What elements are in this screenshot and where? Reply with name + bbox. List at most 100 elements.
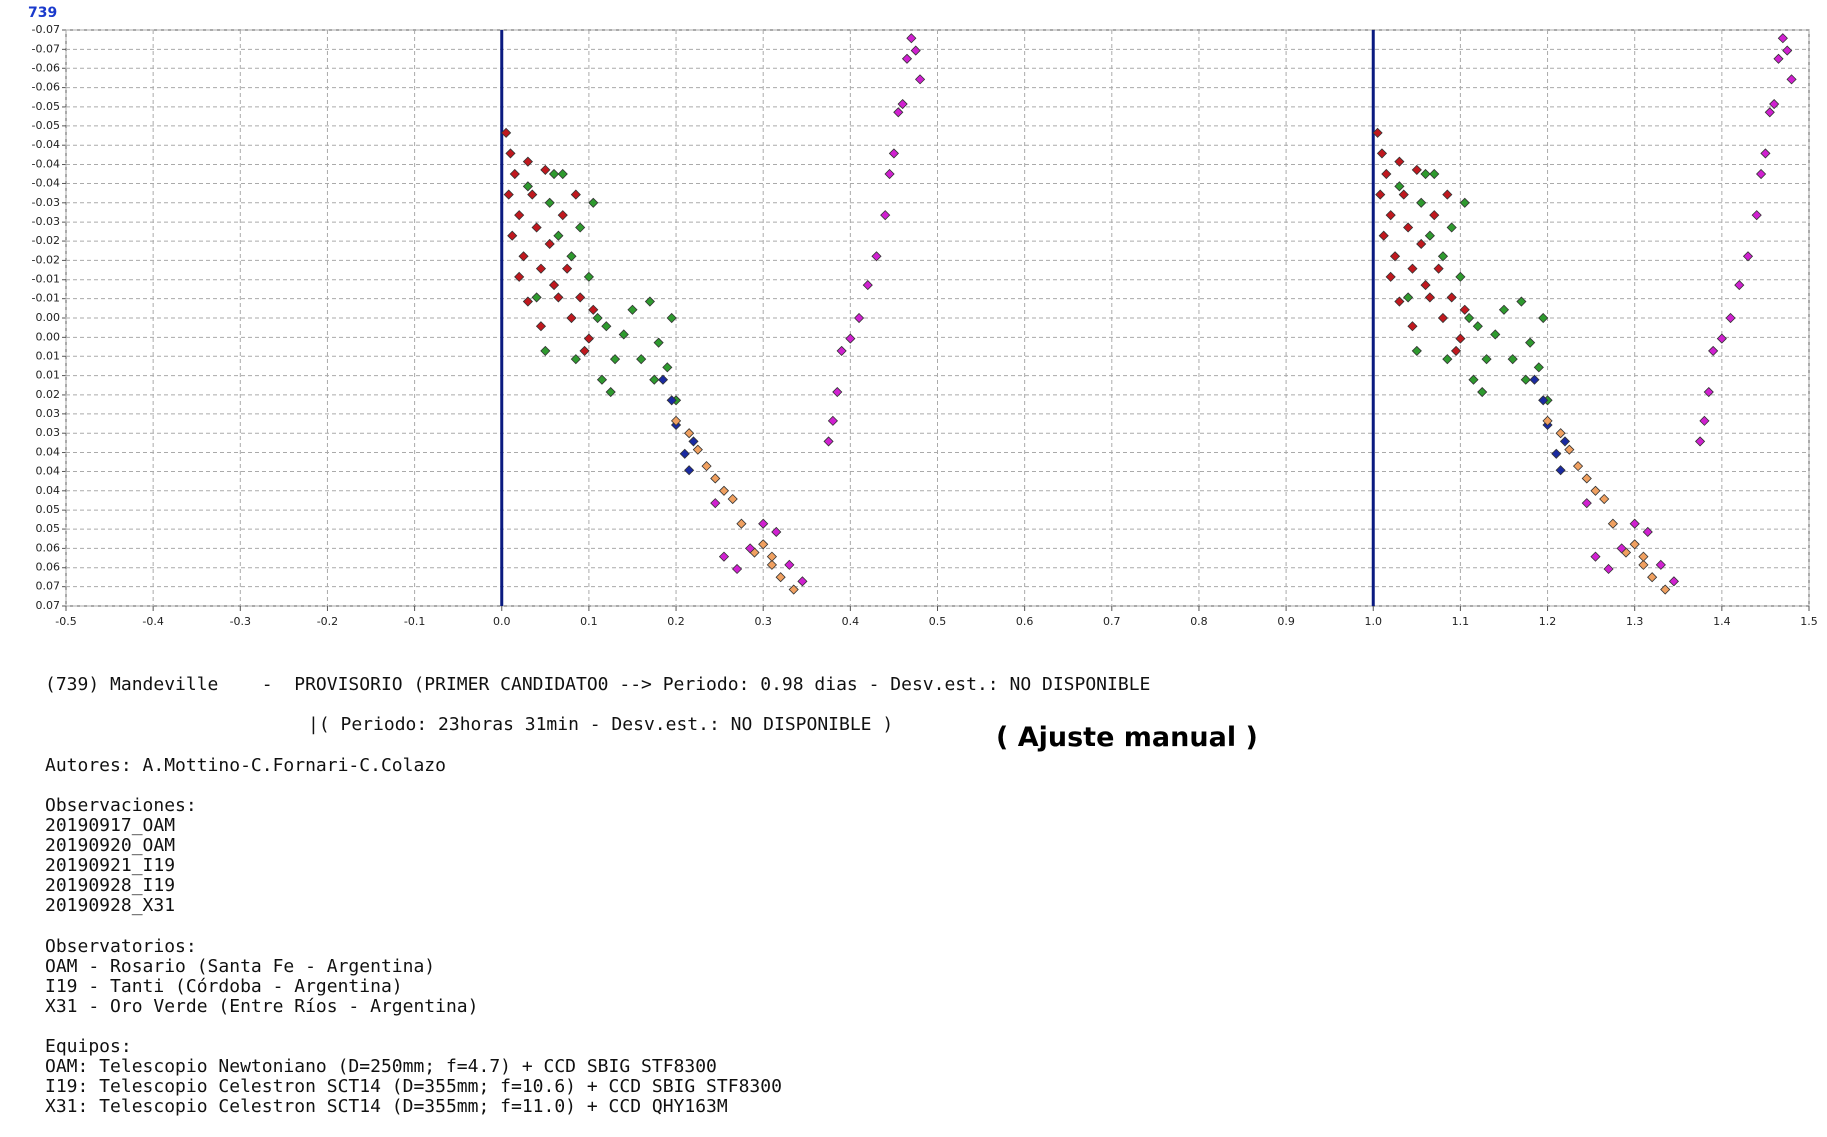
point [627, 304, 638, 315]
point [1429, 210, 1440, 221]
point [823, 436, 834, 447]
point [662, 362, 673, 373]
point [1529, 374, 1540, 385]
y-tick-label: 0.03 [36, 407, 61, 420]
point [1376, 148, 1388, 159]
point [1403, 292, 1414, 303]
point [1407, 321, 1418, 332]
point [1411, 345, 1422, 356]
point [1424, 292, 1435, 303]
y-tick-label: 0.07 [36, 580, 61, 593]
point [1777, 33, 1788, 44]
point [501, 127, 512, 138]
point [1660, 584, 1671, 595]
y-tick-label: -0.03 [32, 215, 60, 228]
point [906, 33, 917, 44]
y-tick-label: 0.04 [36, 484, 61, 497]
point [736, 518, 747, 529]
point [540, 164, 551, 175]
point [666, 395, 677, 406]
point [666, 312, 677, 324]
section-title: Observaciones: [45, 795, 197, 816]
x-tick-label: -0.1 [404, 615, 425, 628]
y-tick-label: 0.01 [36, 369, 61, 382]
point [562, 263, 573, 274]
point [601, 321, 612, 332]
point [784, 559, 795, 570]
point [548, 280, 560, 291]
point [1538, 395, 1549, 406]
point [1464, 312, 1475, 324]
point [579, 345, 590, 356]
point [1590, 485, 1601, 496]
point [766, 559, 777, 570]
y-tick-label: 0.04 [36, 446, 61, 459]
point [684, 465, 695, 476]
point [518, 251, 529, 262]
point [1468, 374, 1479, 385]
point [1782, 45, 1793, 56]
y-tick-label: 0.06 [36, 561, 61, 574]
point [553, 230, 564, 241]
x-tick-label: 1.1 [1452, 615, 1470, 628]
y-tick-label: -0.07 [32, 42, 60, 55]
point [1416, 238, 1427, 250]
point [522, 181, 533, 192]
point [766, 551, 777, 562]
point [788, 584, 799, 595]
y-tick-label: -0.02 [32, 234, 60, 247]
point [862, 280, 873, 291]
x-tick-label: 0.4 [842, 615, 860, 628]
y-tick-label: -0.07 [32, 23, 60, 36]
point [684, 428, 695, 439]
point [636, 354, 647, 365]
report-line: 20190928_I19 [45, 875, 176, 896]
report-line: I19: Telescopio Celestron SCT14 (D=355mm… [45, 1076, 782, 1097]
y-tick-label: -0.03 [32, 196, 60, 209]
report-line: 20190917_OAM [45, 815, 176, 836]
point [649, 374, 660, 385]
point [514, 271, 525, 282]
point [1381, 168, 1392, 180]
y-tick-label: -0.06 [32, 81, 60, 94]
point [1472, 321, 1483, 332]
point [553, 292, 564, 303]
point [1734, 280, 1745, 291]
point [544, 238, 555, 250]
point [592, 312, 603, 324]
x-tick-label: 0.0 [493, 615, 511, 628]
point [1459, 197, 1470, 208]
point [1394, 181, 1405, 192]
point [670, 415, 682, 426]
x-tick-label: -0.2 [317, 615, 338, 628]
point [758, 539, 769, 550]
point [1581, 498, 1592, 509]
point [1668, 576, 1679, 587]
point [1533, 362, 1544, 373]
point [1764, 107, 1775, 118]
y-tick-label: -0.04 [32, 138, 60, 151]
x-tick-label: 1.5 [1800, 615, 1818, 628]
point [570, 354, 581, 365]
point [836, 345, 847, 356]
point [1433, 263, 1444, 274]
point [771, 526, 782, 538]
x-tick-label: 1.0 [1365, 615, 1383, 628]
report-line: |( Periodo: 23horas 31min - Desv.est.: N… [308, 714, 894, 735]
point [1446, 222, 1457, 233]
x-tick-label: 0.7 [1103, 615, 1121, 628]
point [1411, 164, 1422, 175]
point [1442, 189, 1453, 200]
x-tick-label: -0.3 [230, 615, 251, 628]
point [657, 374, 669, 385]
point [507, 230, 518, 241]
report-line: 20190921_I19 [45, 855, 176, 876]
point [535, 321, 547, 332]
point [1542, 415, 1553, 426]
point [1420, 280, 1431, 291]
point [1385, 271, 1396, 282]
report-line: OAM: Telescopio Newtoniano (D=250mm; f=4… [45, 1056, 717, 1077]
point [1647, 572, 1658, 583]
point [893, 107, 904, 118]
point [1375, 189, 1386, 200]
